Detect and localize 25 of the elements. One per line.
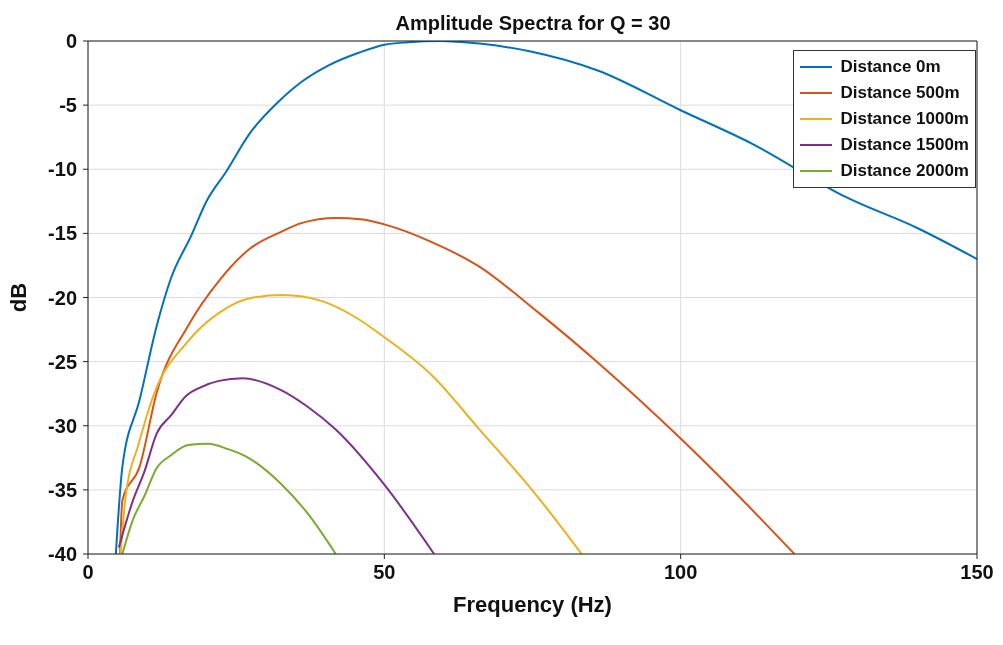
legend-label: Distance 2000m	[840, 161, 969, 181]
y-tick-label: -10	[48, 158, 77, 181]
y-tick-label: -35	[48, 478, 77, 501]
legend-label: Distance 1500m	[840, 135, 969, 155]
line-series	[119, 216, 796, 554]
chart-title: Amplitude Spectra for Q = 30	[395, 12, 671, 34]
x-tick-label: 100	[663, 561, 698, 584]
y-tick-label: -15	[48, 222, 77, 245]
line-series	[117, 377, 436, 554]
y-tick-label: -20	[48, 286, 77, 309]
x-tick-label: 150	[960, 561, 994, 584]
y-tick-label: -5	[59, 94, 77, 117]
y-tick-label: 0	[65, 30, 77, 53]
legend-label: Distance 500m	[840, 83, 960, 103]
y-tick-label: -30	[48, 414, 77, 437]
y-tick-label: -25	[48, 350, 77, 373]
legend-label: Distance 1000m	[840, 109, 969, 129]
x-tick-label: 0	[82, 561, 94, 584]
y-tick-label: -40	[48, 543, 77, 566]
x-axis-title: Frequency (Hz)	[453, 592, 612, 617]
line-series	[121, 442, 337, 554]
x-tick-label: 50	[373, 561, 396, 584]
line-series	[119, 293, 583, 554]
legend-label: Distance 0m	[840, 57, 941, 77]
y-axis-title: dB	[5, 282, 31, 313]
